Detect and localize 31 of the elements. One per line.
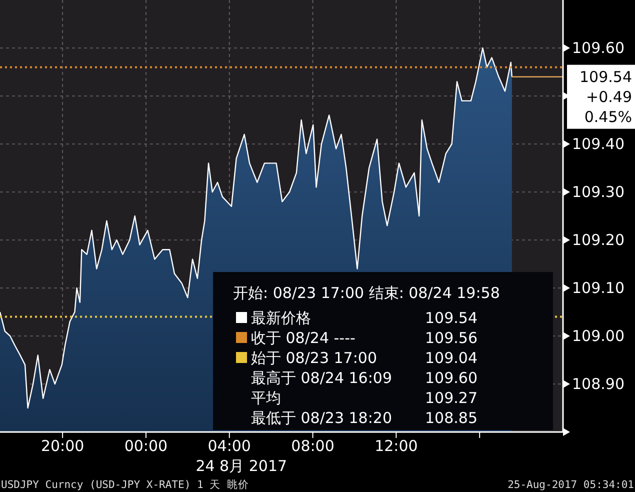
text: 0.45% — [584, 108, 632, 126]
y-tick-label: 109.40 — [572, 135, 624, 153]
text: USDJPY Curncy (USD-JPY X-RATE) 1 天 眺价 — [1, 479, 249, 491]
x-tick-label: 12:00 — [374, 437, 418, 455]
y-tick-label: 109.00 — [572, 327, 624, 345]
text: +0.49 — [586, 88, 632, 106]
x-tick-label: 00:00 — [124, 437, 168, 455]
ref-line-label: 109.54 — [580, 68, 632, 86]
annotation: 始于 08/23 17:00 — [251, 349, 377, 367]
y-tick-label: 108.90 — [572, 375, 624, 393]
y-tick-label: 109.60 — [572, 39, 624, 57]
annotation: 最低于 08/23 18:20 — [251, 409, 392, 427]
annotation: 开始: 08/23 17:00 结束: 08/24 19:58 — [233, 284, 500, 302]
annotation: 109.04 — [425, 349, 478, 367]
annotation: 109.27 — [425, 389, 478, 407]
annotation: 108.85 — [425, 409, 478, 427]
y-tick-label: 109.20 — [572, 231, 624, 249]
y-tick-label: 109.10 — [572, 279, 624, 297]
annotation: 最高于 08/24 16:09 — [251, 369, 392, 387]
annotation: 109.56 — [425, 329, 478, 347]
x-tick-label: 08:00 — [291, 437, 334, 455]
annotation: 收于 08/24 ---- — [251, 329, 356, 347]
x-axis-title: 24 8月 2017 — [196, 457, 288, 475]
annotation: 109.60 — [425, 369, 478, 387]
annotation: 109.54 — [425, 309, 478, 327]
x-tick-label: 04:00 — [208, 437, 251, 455]
text: 25-Aug-2017 05:34:01 — [508, 479, 634, 491]
x-tick-label: 20:00 — [40, 437, 84, 455]
annotation: 平均 — [251, 389, 281, 407]
y-tick-label: 109.30 — [572, 183, 624, 201]
annotation: 最新价格 — [251, 309, 311, 327]
